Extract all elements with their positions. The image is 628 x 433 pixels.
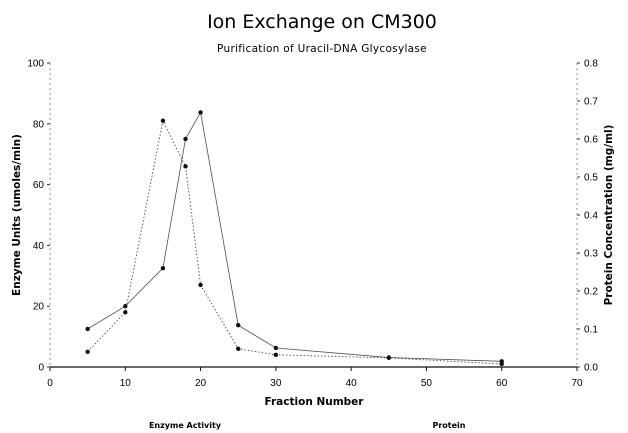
y-tick-label: 20 <box>33 302 45 313</box>
series-layer <box>85 110 504 367</box>
axes <box>49 63 578 368</box>
x-tick-label: 40 <box>346 378 358 389</box>
y-tick-label: 80 <box>33 119 45 130</box>
y-axis-label: Enzyme Units (umoles/min) <box>11 134 23 296</box>
y2-tick-label: 0.1 <box>584 325 598 336</box>
protein-data-point <box>160 266 166 271</box>
chart-subtitle: Purification of Uracil-DNA Glycosylase <box>217 43 427 55</box>
protein-data-point <box>85 326 90 332</box>
x-tick-label: 50 <box>421 378 433 389</box>
tick-marks: 0 10 20 30 40 50 60 70 0 20 40 60 80 100 0.0 0.1 0.2 0.3 0… <box>27 59 598 390</box>
y-tick-label: 0 <box>38 363 44 374</box>
protein-data-point <box>236 323 241 328</box>
protein-data-point <box>499 359 504 364</box>
x-tick-label: 20 <box>195 378 207 389</box>
enzyme-activity-data-point <box>273 352 279 358</box>
y-tick-label: 60 <box>33 180 45 191</box>
protein-data-point <box>386 355 391 360</box>
y2-tick-label: 0.6 <box>584 135 598 146</box>
y2-tick-label: 0.0 <box>584 363 598 374</box>
x-tick-label: 60 <box>496 378 508 389</box>
y2-tick-label: 0.7 <box>584 97 598 108</box>
y2-tick-label: 0.4 <box>584 211 598 222</box>
x-axis-label: Fraction Number <box>265 396 365 408</box>
enzyme-activity-data-point <box>85 349 90 354</box>
x-tick-label: 10 <box>120 378 132 389</box>
protein-data-point <box>183 136 188 142</box>
y2-tick-label: 0.5 <box>584 173 598 184</box>
y2-axis-label: Protein Concentration (mg/ml) <box>603 125 615 306</box>
enzyme-activity-data-point <box>183 164 188 169</box>
enzyme-activity-data-point <box>198 282 203 288</box>
y2-tick-label: 0.3 <box>584 249 598 260</box>
enzyme-activity-series-line <box>87 119 502 365</box>
protein-data-point <box>198 110 203 115</box>
legend-entry-protein: Protein <box>433 421 466 430</box>
protein-data-point <box>273 345 279 351</box>
enzyme-activity-data-point <box>160 118 166 123</box>
x-tick-label: 70 <box>571 378 583 389</box>
y2-tick-label: 0.2 <box>584 287 598 298</box>
enzyme-activity-data-point <box>123 310 128 315</box>
x-tick-label: 30 <box>270 378 282 389</box>
y-tick-label: 100 <box>27 59 44 70</box>
chart-title: Ion Exchange on CM300 <box>207 11 437 33</box>
x-tick-label: 0 <box>47 378 53 389</box>
legend-entry-enzyme-activity: Enzyme Activity <box>149 421 222 430</box>
enzyme-activity-data-point <box>236 346 241 351</box>
protein-series-line <box>87 111 502 362</box>
y-tick-label: 40 <box>33 241 45 252</box>
y2-tick-label: 0.8 <box>584 59 598 70</box>
protein-data-point <box>123 304 128 309</box>
